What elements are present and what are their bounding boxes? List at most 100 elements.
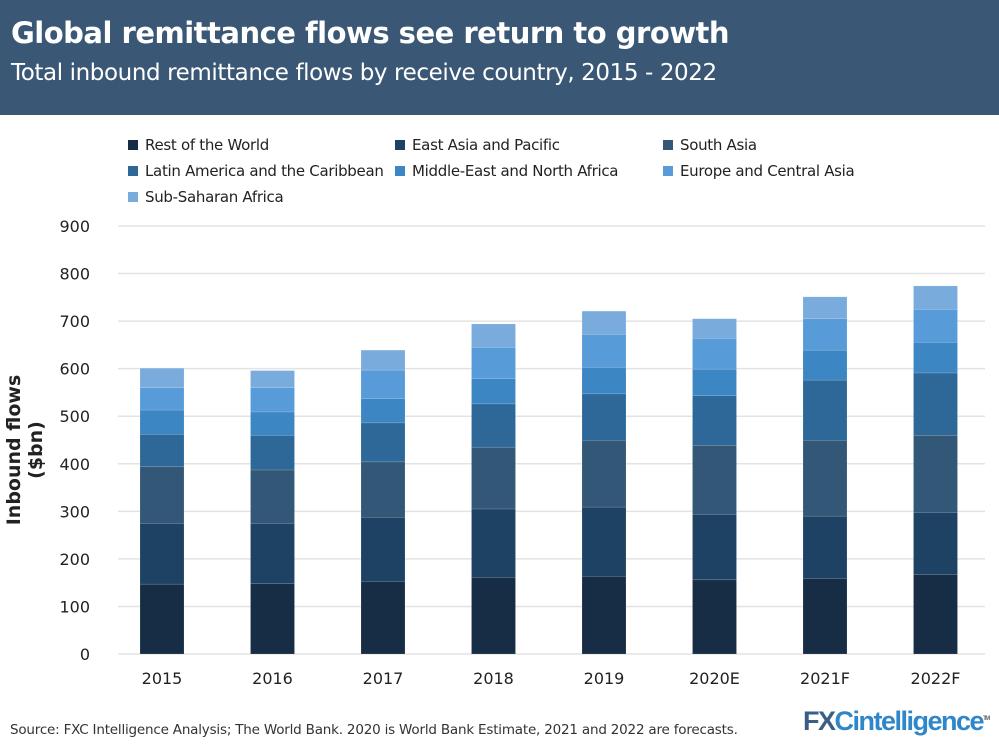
fxc-logo: FXCintelligenceTM: [803, 706, 990, 736]
legend-swatch: [128, 192, 138, 202]
bar-segment: [692, 337, 737, 370]
bar-segment: [581, 334, 627, 368]
bar-segment: [692, 513, 737, 581]
bar-segment: [913, 574, 958, 655]
bar-segment: [802, 578, 848, 655]
x-tick-label: 2015: [142, 669, 183, 688]
bar-segment: [581, 576, 627, 655]
bar-segment: [139, 387, 185, 411]
bar-segment: [250, 411, 295, 436]
bar-segment: [471, 446, 516, 510]
bar-segment: [692, 395, 737, 446]
y-tick-label: 900: [59, 217, 90, 236]
bar-segment: [250, 583, 295, 655]
header: Global remittance flows see return to gr…: [0, 0, 999, 115]
bar-segment: [581, 366, 627, 395]
bar-segment: [692, 444, 737, 515]
bar-segment: [913, 512, 958, 575]
bar-segment: [581, 506, 627, 577]
bar-segment: [360, 398, 406, 424]
x-tick-label: 2017: [363, 669, 404, 688]
legend-item: East Asia and Pacific: [395, 136, 560, 154]
legend-swatch: [395, 140, 405, 150]
bar-segment: [581, 440, 627, 508]
x-tick-label: 2018: [473, 669, 514, 688]
bar-segment: [471, 378, 516, 405]
bar-segment: [250, 469, 295, 524]
legend-item: South Asia: [663, 136, 757, 154]
bar-segment: [250, 522, 295, 584]
legend-label: Middle-East and North Africa: [412, 162, 619, 180]
bar-segment: [692, 368, 737, 397]
bar-segment: [250, 387, 295, 413]
bar-segment: [802, 379, 848, 441]
x-tick-label: 2021F: [800, 669, 850, 688]
y-tick-label: 400: [59, 455, 90, 474]
bar-segment: [581, 310, 627, 335]
chart-subtitle: Total inbound remittance flows by receiv…: [11, 60, 717, 86]
x-tick-label: 2020E: [689, 669, 740, 688]
bar-segment: [139, 522, 185, 585]
bar-segment: [250, 434, 295, 471]
legend-swatch: [663, 140, 673, 150]
legend-swatch: [663, 166, 673, 176]
y-tick-label: 600: [59, 360, 90, 379]
y-tick-label: 500: [59, 407, 90, 426]
bar-segment: [471, 508, 516, 578]
x-tick-label: 2019: [584, 669, 625, 688]
bar-segment: [250, 370, 295, 388]
legend-label: South Asia: [680, 136, 757, 154]
chart-title: Global remittance flows see return to gr…: [11, 16, 730, 50]
bar-segment: [360, 349, 406, 371]
bar-segment: [360, 422, 406, 463]
bar-segment: [139, 583, 185, 655]
legend-item: Latin America and the Caribbean: [128, 162, 384, 180]
bar-segment: [139, 466, 185, 524]
legend-item: Europe and Central Asia: [663, 162, 855, 180]
legend-swatch: [128, 166, 138, 176]
bar-segment: [471, 347, 516, 379]
y-axis-label: Inbound flows ($bn): [3, 374, 47, 526]
source-note: Source: FXC Intelligence Analysis; The W…: [10, 722, 738, 738]
y-tick-label: 0: [80, 645, 90, 664]
bar-segment: [139, 434, 185, 467]
bar-segment: [471, 403, 516, 448]
y-tick-label: 800: [59, 265, 90, 284]
bar-segment: [913, 372, 958, 436]
legend-label: Sub-Saharan Africa: [145, 188, 284, 206]
bar-segment: [360, 369, 406, 399]
bar-segment: [360, 461, 406, 518]
bar-segment: [802, 515, 848, 579]
bar-segment: [913, 308, 958, 343]
bar-segment: [139, 367, 185, 388]
bar-segment: [360, 580, 406, 655]
bar-segment: [692, 579, 737, 655]
bar-segment: [802, 440, 848, 517]
x-tick-label: 2022F: [911, 669, 961, 688]
legend-item: Middle-East and North Africa: [395, 162, 618, 180]
y-tick-label: 200: [59, 550, 90, 569]
bar-segment: [802, 349, 848, 381]
bar-segment: [692, 318, 737, 339]
legend-label: Europe and Central Asia: [680, 162, 855, 180]
y-tick-label: 300: [59, 502, 90, 521]
bar-segment: [913, 434, 958, 513]
bar-segment: [360, 517, 406, 582]
bar-segment: [139, 409, 185, 435]
legend-swatch: [128, 140, 138, 150]
bar-segment: [913, 285, 958, 310]
bar-segment: [471, 323, 516, 348]
y-tick-label: 700: [59, 312, 90, 331]
bar-segment: [913, 342, 958, 374]
legend-item: Sub-Saharan Africa: [128, 188, 284, 206]
legend-swatch: [395, 166, 405, 176]
bar-segment: [802, 318, 848, 351]
legend-item: Rest of the World: [128, 136, 269, 154]
bar-segment: [581, 393, 627, 441]
bar-segment: [802, 296, 848, 319]
legend-label: East Asia and Pacific: [412, 136, 560, 154]
legend-label: Rest of the World: [145, 136, 269, 154]
legend-label: Latin America and the Caribbean: [145, 162, 384, 180]
bar-segment: [471, 577, 516, 655]
